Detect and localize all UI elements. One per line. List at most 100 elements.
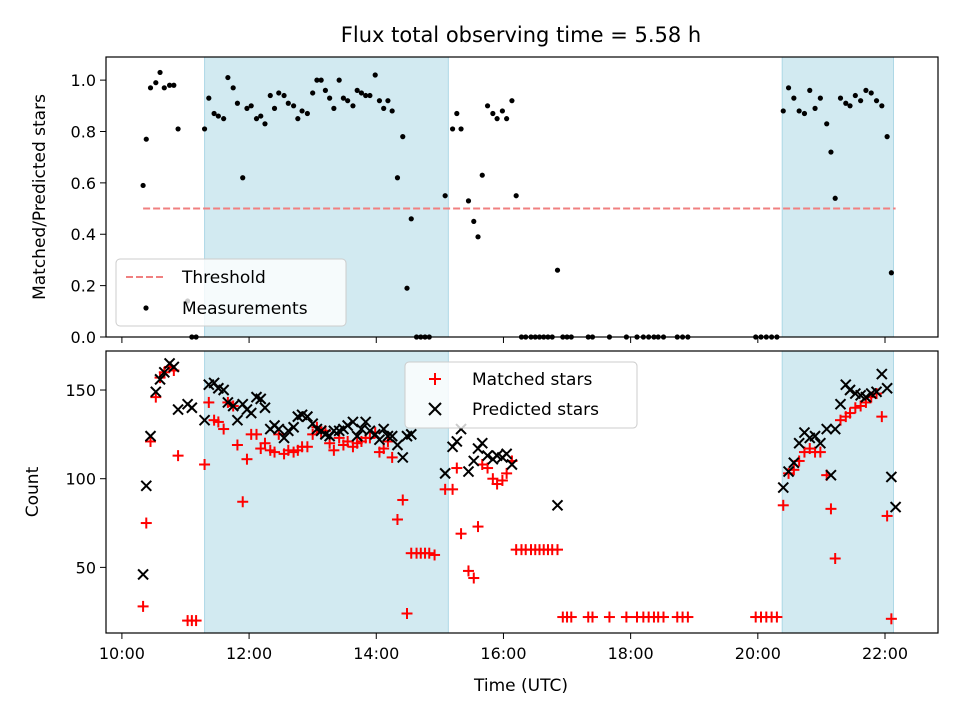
x-stroke [439, 467, 451, 480]
measurement-point [336, 77, 342, 83]
measurement-point [253, 116, 260, 122]
predicted-star-point [231, 414, 244, 426]
predicted-star-point [287, 421, 300, 433]
bottom-panel: 50 100 150 10:00 12:00 14:00 16:00 18:00 20:00 2… [23, 350, 939, 696]
measurement-point [884, 134, 890, 140]
matched-star-point [849, 402, 861, 414]
predicted-star-point [355, 423, 368, 435]
x-stroke [793, 437, 805, 449]
measurement-point [824, 121, 830, 127]
predicted-star-point [825, 469, 837, 481]
x-stroke [821, 423, 833, 435]
matched-star-point [825, 503, 837, 515]
top-axes-frame [105, 56, 939, 338]
measurement-point [847, 103, 853, 109]
x-tick-label: 16:00 [480, 644, 526, 663]
measurement-point [175, 126, 181, 132]
predicted-star-point [439, 467, 451, 480]
predicted-star-point [870, 386, 883, 398]
measurement-point [201, 126, 208, 132]
measurement-point [331, 105, 337, 111]
top-y-axis-label: Matched/Predicted stars [30, 94, 50, 300]
measurement-point [490, 110, 496, 117]
matched-star-point [269, 446, 281, 458]
matched-star-point [657, 611, 669, 623]
x-stroke [551, 499, 564, 512]
predicted-star-point [144, 430, 157, 442]
predicted-star-point [500, 448, 513, 460]
x-stroke [311, 423, 323, 435]
x-stroke [282, 425, 295, 437]
predicted-star-point [168, 361, 180, 373]
matched-star-point [397, 494, 409, 506]
measurement-point [262, 121, 268, 127]
measurement-point [171, 82, 177, 88]
measurement-point [157, 69, 163, 76]
predicted-star-point [551, 499, 564, 512]
measurement-point [499, 108, 505, 114]
x-stroke [829, 423, 841, 435]
x-stroke [391, 439, 404, 451]
measurement-point [367, 92, 373, 99]
x-stroke [777, 481, 789, 494]
x-stroke [491, 449, 503, 462]
measurement-point [852, 92, 858, 99]
measurement-point [147, 85, 154, 91]
matched-star-point [829, 553, 841, 565]
x-stroke [154, 373, 166, 386]
measurement-point [363, 92, 369, 99]
measurement-point [817, 95, 823, 101]
x-stroke [137, 568, 149, 581]
matched-star-point [885, 613, 897, 625]
x-stroke [876, 368, 888, 380]
measurement-point [812, 105, 818, 111]
y-tick-label: 100 [65, 470, 96, 489]
x-stroke [255, 393, 267, 405]
x-stroke [881, 382, 893, 394]
predicted-star-point [150, 386, 162, 398]
x-tick-label: 18:00 [608, 644, 654, 663]
predicted-star-point [386, 430, 398, 442]
measurement-point [327, 95, 333, 101]
measurement-point [801, 110, 808, 117]
measurement-point [873, 98, 880, 104]
x-stroke [870, 386, 883, 398]
measurement-point [143, 136, 149, 142]
measurement-point [554, 267, 561, 273]
predicted-star-point [227, 400, 239, 412]
matched-star-point [501, 467, 513, 479]
x-stroke [278, 432, 290, 444]
matched-star-point [682, 611, 694, 623]
observing-window-shade [782, 57, 894, 337]
predicted-star-point [351, 430, 363, 442]
measurement-point [828, 149, 834, 155]
measurement-point [206, 95, 212, 101]
bottom-legend: Matched stars Predicted stars [404, 361, 638, 429]
matched-star-point [565, 611, 577, 623]
x-stroke [481, 449, 494, 462]
measurement-point [385, 98, 391, 104]
predicted-star-point [782, 465, 795, 478]
top-legend: Threshold Measurements [115, 258, 347, 327]
measurement-point [314, 77, 320, 83]
x-stroke [296, 409, 308, 421]
measurement-point [267, 92, 273, 99]
predicted-star-point [462, 465, 475, 478]
chart-title: Flux total observing time = 5.58 h [341, 23, 701, 47]
matched-star-point [620, 611, 632, 623]
measurement-point [166, 82, 173, 88]
predicted-star-point [506, 458, 518, 471]
measurement-point [318, 77, 324, 83]
measurement-point [449, 126, 456, 132]
measurement-point [791, 95, 797, 101]
predicted-star-point [834, 398, 847, 410]
matched-star-point [199, 459, 211, 471]
x-stroke [885, 471, 898, 483]
measurement-point [494, 116, 500, 122]
measurement-point [215, 113, 221, 119]
measurement-point [475, 234, 481, 240]
x-stroke [386, 430, 398, 442]
matched-star-point [451, 462, 463, 474]
measurement-point [322, 87, 328, 93]
legend-measurements-label: Measurements [182, 299, 308, 319]
